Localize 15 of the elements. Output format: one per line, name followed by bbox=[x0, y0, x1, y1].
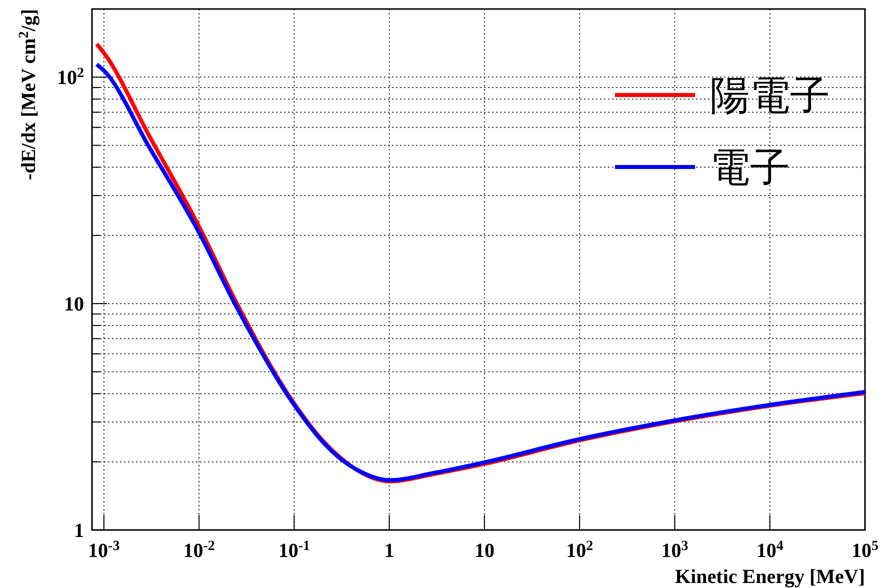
x-tick-label: 10$^{-1}$ bbox=[278, 538, 310, 562]
x-tick-label: 10$^{2}$ bbox=[566, 538, 594, 562]
x-tick-label: 10$^{-3}$ bbox=[88, 538, 120, 562]
x-tick-label: 10$^{5}$ bbox=[852, 538, 878, 562]
x-axis-title: Kinetic Energy [MeV] bbox=[675, 566, 865, 588]
x-tick-label: 10 bbox=[474, 540, 494, 562]
x-tick-label: 10$^{3}$ bbox=[661, 538, 688, 562]
y-tick-label: 10 bbox=[64, 294, 84, 316]
x-tick-label: 10$^{4}$ bbox=[756, 538, 784, 562]
legend-label: 陽電子 bbox=[710, 73, 830, 119]
x-tick-label: 1 bbox=[384, 540, 394, 562]
legend-label: 電子 bbox=[710, 145, 790, 191]
y-tick-label: 10$^{2}$ bbox=[57, 66, 84, 90]
x-tick-label: 10$^{-2}$ bbox=[183, 538, 215, 562]
y-tick-label: 1 bbox=[74, 520, 84, 542]
